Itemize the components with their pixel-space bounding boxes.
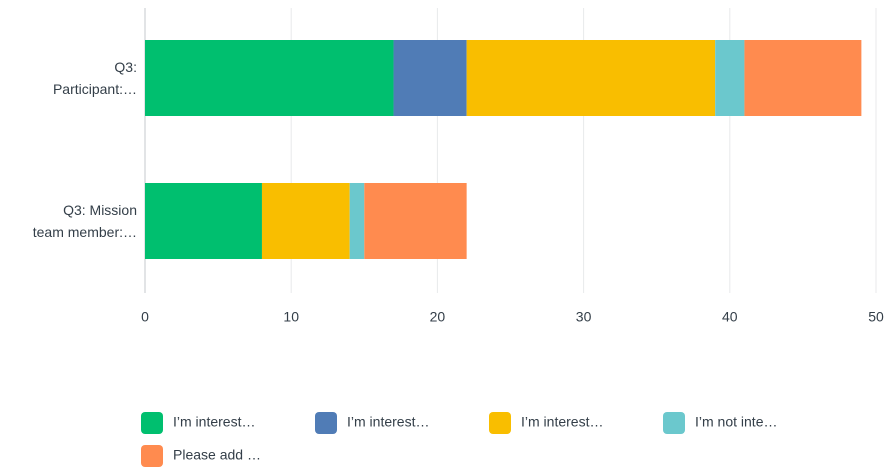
legend-swatch <box>663 412 685 434</box>
x-tick-label: 0 <box>141 309 149 325</box>
bar-segment <box>393 40 467 116</box>
legend-label: I’m not inte… <box>695 414 777 430</box>
bar-segment <box>715 40 745 116</box>
bar-segment <box>349 183 365 259</box>
bar-segment <box>466 40 716 116</box>
y-tick-label: Q3: Mission team member:… <box>32 202 137 240</box>
x-tick-label: 10 <box>283 309 299 325</box>
x-tick-label: 30 <box>576 309 592 325</box>
bar-segment <box>364 183 467 259</box>
bar-segment <box>145 40 394 116</box>
x-tick-label: 20 <box>430 309 446 325</box>
x-tick-label: 50 <box>868 309 884 325</box>
legend-label: I’m interest… <box>173 414 255 430</box>
bar-segment <box>261 183 350 259</box>
legend-label: I’m interest… <box>521 414 603 430</box>
bar-segment <box>145 183 262 259</box>
legend-swatch <box>141 412 163 434</box>
legend-swatch <box>315 412 337 434</box>
legend-swatch <box>141 445 163 467</box>
legend-label: Please add … <box>173 447 261 463</box>
x-tick-label: 40 <box>722 309 738 325</box>
bar-segment <box>744 40 862 116</box>
legend-swatch <box>489 412 511 434</box>
legend-label: I’m interest… <box>347 414 429 430</box>
y-tick-label: Q3: Participant:… <box>52 59 137 97</box>
